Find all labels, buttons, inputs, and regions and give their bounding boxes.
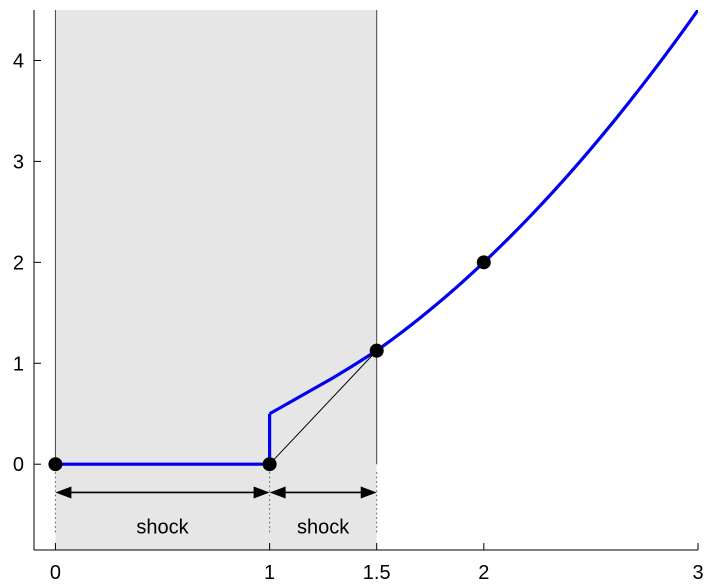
y-tick-label-4: 4 xyxy=(13,50,24,72)
data-point-0 xyxy=(48,457,63,472)
shaded-region xyxy=(55,10,377,550)
y-tick-label-1: 1 xyxy=(13,353,24,375)
x-tick-label-3: 2 xyxy=(478,562,489,584)
data-point-3 xyxy=(476,255,491,270)
data-point-1 xyxy=(262,457,277,472)
span-arrow-head-left-0 xyxy=(55,486,72,499)
series-0-segment-2 xyxy=(268,349,378,416)
span-label-0: shock xyxy=(136,516,189,538)
x-tick-label-2: 1.5 xyxy=(363,562,391,584)
span-arrow-head-left-1 xyxy=(269,486,286,499)
span-label-1: shock xyxy=(297,516,350,538)
thin-connector-line xyxy=(269,350,378,465)
y-tick-label-0: 0 xyxy=(13,454,24,476)
span-arrow-head-right-0 xyxy=(253,486,270,499)
x-tick-label-0: 0 xyxy=(50,562,61,584)
data-point-2 xyxy=(369,343,384,358)
span-arrow-head-right-1 xyxy=(360,486,377,499)
y-tick-label-3: 3 xyxy=(13,151,24,173)
x-tick-label-1: 1 xyxy=(264,562,275,584)
x-tick-label-4: 3 xyxy=(692,562,703,584)
series-0-segment-3 xyxy=(375,10,698,352)
y-tick-label-2: 2 xyxy=(13,252,24,274)
